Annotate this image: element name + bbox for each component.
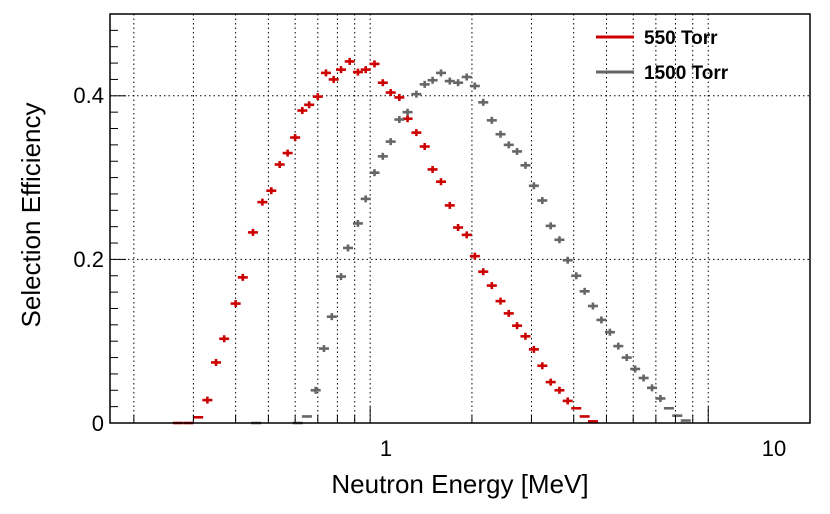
axis-ticks [110, 13, 709, 424]
plot-frame [109, 13, 811, 424]
x-tick-label: 10 [762, 436, 786, 461]
legend: 550 Torr 1500 Torr [596, 28, 729, 84]
y-axis-title: Selection Efficiency [16, 103, 46, 328]
legend-label-550-torr: 550 Torr [644, 28, 718, 49]
y-tick-label: 0.4 [73, 83, 104, 108]
y-tick-label: 0 [92, 411, 104, 436]
y-tick-label: 0.2 [73, 247, 104, 272]
x-tick-label: 1 [380, 436, 392, 461]
x-axis-title: Neutron Energy [MeV] [331, 469, 588, 499]
data-series [172, 57, 691, 425]
legend-label-1500-torr: 1500 Torr [644, 63, 729, 84]
grid-lines [110, 14, 810, 423]
